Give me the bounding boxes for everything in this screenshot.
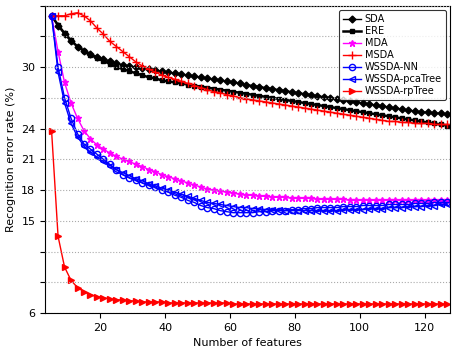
WSSDA-NN bbox=[81, 142, 86, 146]
MSDA bbox=[49, 14, 54, 18]
MDA bbox=[243, 193, 248, 198]
ERE bbox=[152, 76, 158, 80]
WSSDA-pcaTree bbox=[444, 202, 449, 207]
WSSDA-rpTree bbox=[126, 299, 132, 303]
WSSDA-NN bbox=[152, 185, 158, 189]
WSSDA-rpTree bbox=[230, 302, 235, 306]
SDA bbox=[49, 14, 54, 18]
Line: MDA: MDA bbox=[48, 12, 450, 204]
ERE bbox=[81, 48, 86, 53]
SDA bbox=[126, 64, 132, 68]
WSSDA-pcaTree bbox=[243, 205, 248, 210]
Y-axis label: Recognition error rate (%): Recognition error rate (%) bbox=[5, 87, 15, 232]
WSSDA-pcaTree bbox=[398, 205, 404, 210]
WSSDA-pcaTree bbox=[49, 14, 54, 18]
WSSDA-rpTree bbox=[444, 302, 449, 306]
MSDA bbox=[87, 19, 93, 23]
WSSDA-NN bbox=[249, 211, 255, 215]
WSSDA-rpTree bbox=[249, 302, 255, 306]
WSSDA-NN bbox=[398, 202, 404, 207]
SDA bbox=[288, 90, 293, 94]
Line: MSDA: MSDA bbox=[47, 8, 450, 129]
WSSDA-rpTree bbox=[398, 302, 404, 306]
MSDA bbox=[295, 105, 300, 109]
MSDA bbox=[430, 122, 436, 127]
MDA bbox=[444, 198, 449, 202]
ERE bbox=[444, 124, 449, 128]
MSDA bbox=[444, 122, 449, 127]
Line: WSSDA-pcaTree: WSSDA-pcaTree bbox=[48, 13, 450, 214]
MDA bbox=[398, 198, 404, 202]
WSSDA-NN bbox=[295, 207, 300, 212]
MDA bbox=[126, 159, 132, 164]
MDA bbox=[346, 198, 352, 202]
Line: SDA: SDA bbox=[49, 13, 449, 117]
WSSDA-rpTree bbox=[152, 300, 158, 304]
WSSDA-pcaTree bbox=[295, 209, 300, 213]
WSSDA-pcaTree bbox=[152, 184, 158, 188]
X-axis label: Number of features: Number of features bbox=[193, 338, 302, 348]
SDA bbox=[444, 112, 449, 116]
SDA bbox=[392, 106, 397, 110]
WSSDA-NN bbox=[230, 211, 235, 215]
MSDA bbox=[75, 11, 80, 15]
SDA bbox=[152, 68, 158, 72]
Line: WSSDA-NN: WSSDA-NN bbox=[48, 13, 450, 216]
WSSDA-pcaTree bbox=[282, 209, 287, 213]
Legend: SDA, ERE, MDA, MSDA, WSSDA-NN, WSSDA-pcaTree, WSSDA-rpTree: SDA, ERE, MDA, MSDA, WSSDA-NN, WSSDA-pca… bbox=[339, 10, 445, 100]
Line: ERE: ERE bbox=[50, 14, 448, 127]
WSSDA-NN bbox=[126, 176, 132, 180]
WSSDA-pcaTree bbox=[81, 144, 86, 148]
ERE bbox=[392, 115, 397, 119]
MSDA bbox=[133, 60, 138, 64]
WSSDA-rpTree bbox=[81, 290, 86, 294]
Line: WSSDA-rpTree: WSSDA-rpTree bbox=[48, 127, 450, 307]
MDA bbox=[49, 14, 54, 18]
MDA bbox=[288, 196, 293, 200]
WSSDA-rpTree bbox=[49, 129, 54, 133]
WSSDA-NN bbox=[444, 200, 449, 205]
ERE bbox=[49, 14, 54, 18]
WSSDA-NN bbox=[49, 14, 54, 18]
SDA bbox=[437, 111, 442, 115]
MSDA bbox=[249, 98, 255, 102]
MSDA bbox=[159, 73, 164, 78]
ERE bbox=[126, 69, 132, 73]
WSSDA-pcaTree bbox=[126, 174, 132, 178]
ERE bbox=[288, 99, 293, 103]
MDA bbox=[152, 170, 158, 174]
ERE bbox=[437, 122, 442, 127]
MDA bbox=[81, 129, 86, 133]
WSSDA-rpTree bbox=[295, 302, 300, 306]
MSDA bbox=[398, 120, 404, 125]
SDA bbox=[81, 48, 86, 53]
